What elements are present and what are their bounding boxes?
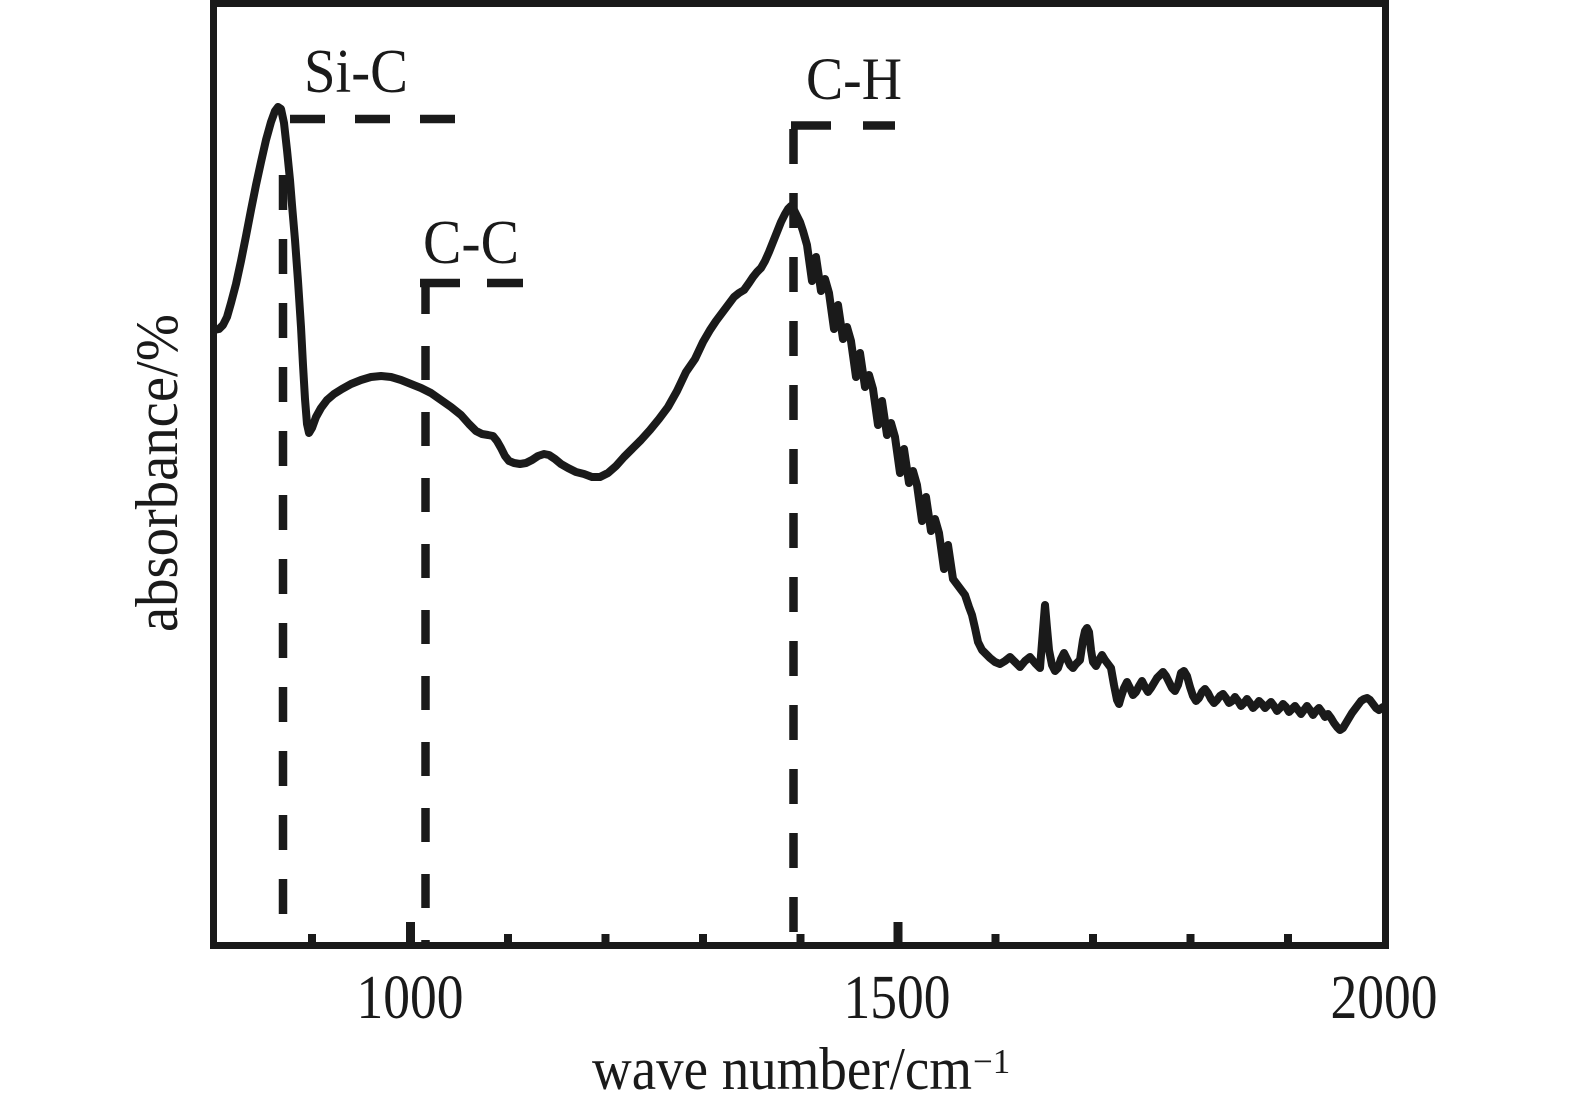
svg-text:−1: −1 — [973, 1042, 1010, 1081]
svg-text:1000: 1000 — [357, 964, 464, 1032]
svg-text:Si-C: Si-C — [304, 38, 408, 106]
svg-text:2000: 2000 — [1331, 964, 1438, 1032]
svg-text:C-C: C-C — [423, 209, 519, 277]
svg-text:absorbance/%: absorbance/% — [124, 314, 190, 632]
svg-text:1500: 1500 — [844, 964, 951, 1032]
svg-text:C-H: C-H — [806, 46, 902, 112]
svg-text:wave number/cm: wave number/cm — [592, 1036, 972, 1102]
